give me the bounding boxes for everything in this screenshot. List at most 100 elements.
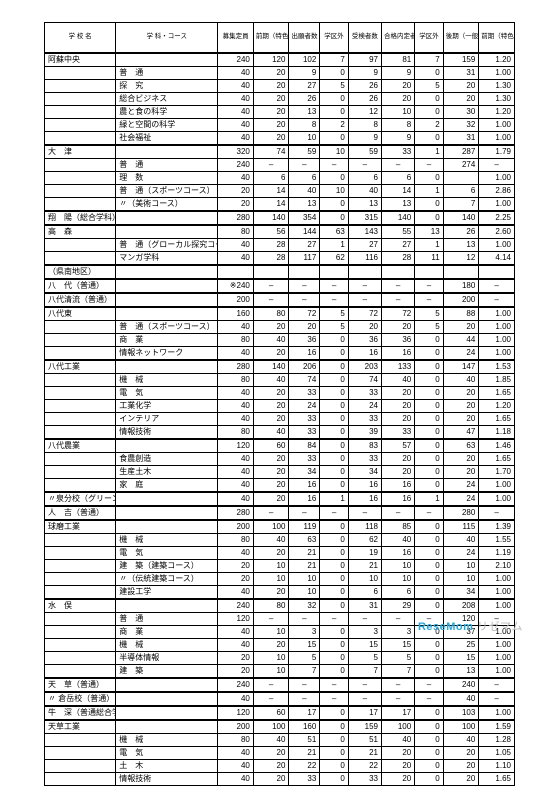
cell: 10: [382, 559, 415, 572]
cell: 24: [443, 478, 479, 492]
cell: 72: [382, 307, 415, 321]
cell: 20: [253, 759, 289, 772]
cell: 1.65: [479, 452, 515, 465]
cell: 80: [218, 225, 254, 239]
table-row: 八代工業280140206020313301471.53: [45, 360, 515, 374]
cell: 5: [320, 307, 348, 321]
cell: [45, 346, 116, 360]
cell: 0: [415, 373, 443, 386]
cell: 1.30: [479, 79, 515, 92]
cell: 0: [415, 92, 443, 105]
cell: 27: [289, 79, 320, 92]
cell: 5: [415, 79, 443, 92]
cell: 10: [443, 572, 479, 585]
cell: 0: [320, 759, 348, 772]
cell: 5: [415, 307, 443, 321]
cell: –: [289, 678, 320, 692]
cell: 63: [320, 225, 348, 239]
cell: 80: [218, 425, 254, 439]
cell: 59: [289, 145, 320, 159]
cell: 20: [382, 772, 415, 785]
cell: 0: [320, 546, 348, 559]
footer-brand: ReseMom リゼマム: [418, 618, 523, 634]
cell: 74: [348, 373, 381, 386]
cell: [45, 386, 116, 399]
cell: 9: [289, 66, 320, 79]
cell: 0: [415, 572, 443, 585]
cell: 40: [443, 533, 479, 546]
cell: 1.00: [479, 333, 515, 346]
cell: 0: [415, 465, 443, 478]
cell: 0: [320, 399, 348, 412]
cell: 40: [218, 452, 254, 465]
cell: 0: [415, 559, 443, 572]
cell: 20: [382, 759, 415, 772]
cell: 0: [415, 585, 443, 599]
cell: 0: [415, 66, 443, 79]
cell: 120: [253, 53, 289, 67]
cell: 47: [443, 425, 479, 439]
cell: [45, 66, 116, 79]
cell: –: [289, 293, 320, 307]
cell: –: [320, 678, 348, 692]
cell: 生産土木: [116, 465, 218, 478]
table-head: 学 校 名学 科・コース募集定員前期（特色）選抜の募集人員出願者数学区外受検者数…: [45, 23, 515, 53]
cell: 13: [289, 197, 320, 211]
cell: 1.18: [479, 425, 515, 439]
cell: 13: [382, 197, 415, 211]
table-row: 大 津320745910593312871.79: [45, 145, 515, 159]
cell: 球磨工業: [45, 520, 116, 534]
cell: 1.00: [479, 197, 515, 211]
cell: 11: [415, 251, 443, 265]
table-row: 牛 深（普通総合学科）12060170171701031.00: [45, 706, 515, 720]
cell: 0: [415, 772, 443, 785]
cell: 20: [253, 118, 289, 131]
cell: 1.00: [479, 492, 515, 506]
cell: 10: [320, 184, 348, 197]
cell: 63: [443, 439, 479, 453]
cell: 9: [348, 131, 381, 145]
cell: 1.20: [479, 105, 515, 118]
cell: 6: [382, 585, 415, 599]
cell: 120: [218, 439, 254, 453]
cell: 40: [289, 184, 320, 197]
cell: 2.86: [479, 184, 515, 197]
cell: 0: [415, 425, 443, 439]
cell: 15: [443, 651, 479, 664]
cell: 1.30: [479, 92, 515, 105]
cell: 7: [443, 197, 479, 211]
col-header: 後期（一般）選抜の募集人員: [443, 23, 479, 53]
col-header: 前期（特色）選抜の募集人員: [253, 23, 289, 53]
cell: 10: [253, 572, 289, 585]
cell: 1.00: [479, 171, 515, 184]
cell: 1.39: [479, 520, 515, 534]
cell: 20: [382, 412, 415, 425]
cell: 1.00: [479, 664, 515, 678]
cell: [45, 92, 116, 105]
cell: 0: [415, 533, 443, 546]
cell: 1.00: [479, 238, 515, 251]
cell: 0: [415, 386, 443, 399]
cell: 27: [289, 238, 320, 251]
cell: 0: [415, 211, 443, 225]
cell: 84: [289, 439, 320, 453]
cell: 100: [443, 720, 479, 734]
cell: [116, 293, 218, 307]
cell: 1: [415, 492, 443, 506]
cell: 人 吉（普通）: [45, 506, 116, 520]
cell: [45, 746, 116, 759]
cell: 普 通: [116, 158, 218, 171]
cell: 0: [415, 346, 443, 360]
col-header: 学区外: [320, 23, 348, 53]
table-body: 阿蘇中央2401201027978171591.20普 通40209099031…: [45, 53, 515, 786]
cell: 20: [253, 492, 289, 506]
cell: –: [348, 678, 381, 692]
col-header: 合格内定者数: [382, 23, 415, 53]
cell: 40: [218, 772, 254, 785]
cell: 9: [382, 131, 415, 145]
cell: 56: [253, 225, 289, 239]
table-row: マンガ学科4028117621162811124.14: [45, 251, 515, 265]
cell: 大 津: [45, 145, 116, 159]
cell: 10: [443, 559, 479, 572]
cell: 160: [218, 307, 254, 321]
